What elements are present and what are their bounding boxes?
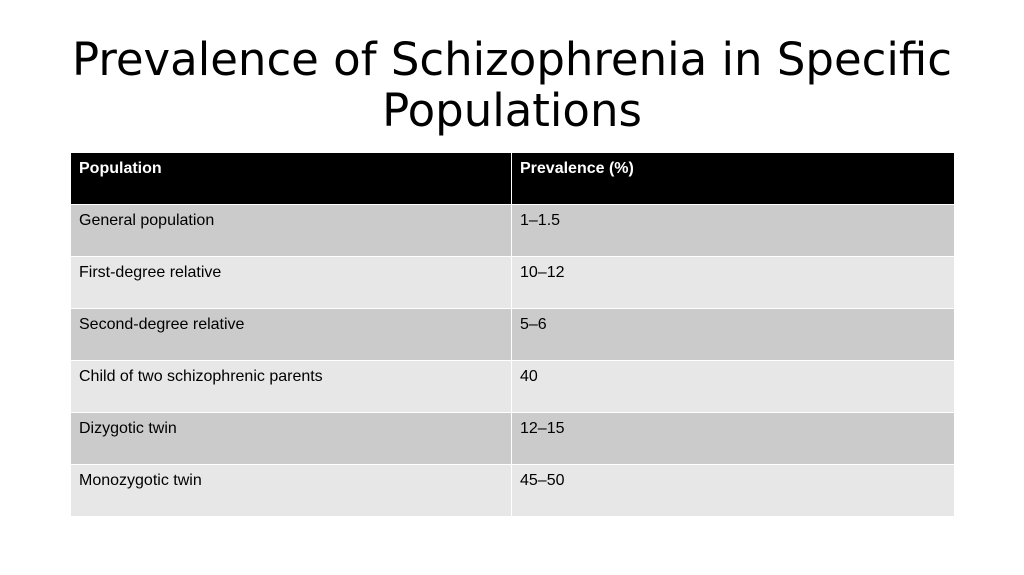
prevalence-cell: 12–15 <box>511 412 955 465</box>
table-row: Monozygotic twin 45–50 <box>70 464 955 517</box>
prevalence-cell: 10–12 <box>511 256 955 309</box>
population-cell: Second-degree relative <box>70 308 512 361</box>
prevalence-cell: 40 <box>511 360 955 413</box>
prevalence-cell: 5–6 <box>511 308 955 361</box>
table-header-row: Population Prevalence (%) <box>70 152 955 205</box>
table-row: Dizygotic twin 12–15 <box>70 412 955 465</box>
header-prevalence: Prevalence (%) <box>511 152 955 205</box>
prevalence-cell: 1–1.5 <box>511 204 955 257</box>
table-row: Child of two schizophrenic parents 40 <box>70 360 955 413</box>
prevalence-cell: 45–50 <box>511 464 955 517</box>
table-row: First-degree relative 10–12 <box>70 256 955 309</box>
population-cell: First-degree relative <box>70 256 512 309</box>
population-cell: Dizygotic twin <box>70 412 512 465</box>
population-cell: General population <box>70 204 512 257</box>
header-population: Population <box>70 152 512 205</box>
population-cell: Child of two schizophrenic parents <box>70 360 512 413</box>
slide-title: Prevalence of Schizophrenia in Specific … <box>71 33 952 137</box>
population-cell: Monozygotic twin <box>70 464 512 517</box>
prevalence-table: Population Prevalence (%) General popula… <box>70 152 955 517</box>
table-row: Second-degree relative 5–6 <box>70 308 955 361</box>
table-row: General population 1–1.5 <box>70 204 955 257</box>
